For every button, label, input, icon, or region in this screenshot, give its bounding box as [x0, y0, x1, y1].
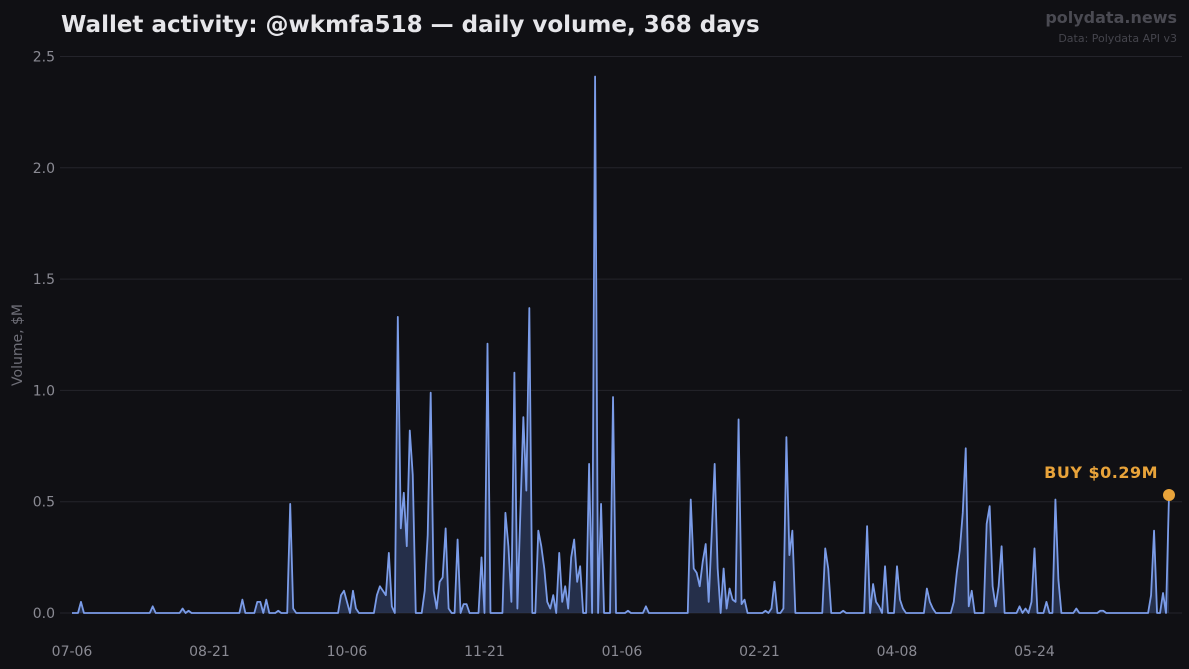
- x-tick-label: 05-24: [1014, 644, 1055, 660]
- x-tick-label: 11-21: [464, 644, 505, 660]
- y-axis-label: Volume, $M: [10, 304, 26, 386]
- y-tick-label: 0.5: [33, 495, 55, 511]
- x-tick-label: 10-06: [327, 644, 368, 660]
- buy-annotation-label: BUY $0.29M: [1044, 463, 1158, 482]
- series-volume: [72, 75, 1170, 614]
- buy-annotation-marker: [1163, 489, 1175, 502]
- x-tick-label: 08-21: [189, 644, 230, 660]
- y-tick-label: 1.5: [33, 272, 55, 288]
- y-axis-ticks: 0.0 0.5 1.0 1.5 2.0 2.5: [33, 50, 55, 623]
- brand-watermark: polydata.news: [1045, 8, 1177, 27]
- x-tick-label: 04-08: [877, 644, 918, 660]
- chart-title: Wallet activity: @wkmfa518 — daily volum…: [61, 12, 760, 38]
- x-tick-label: 02-21: [739, 644, 780, 660]
- x-axis-ticks: 07-06 08-21 10-06 11-21 01-06 02-21 04-08 05-24: [52, 644, 1055, 660]
- y-tick-label: 1.0: [33, 383, 55, 399]
- x-tick-label: 07-06: [52, 644, 93, 660]
- x-tick-label: 01-06: [602, 644, 643, 660]
- series-line: [72, 75, 1170, 614]
- y-tick-label: 2.0: [33, 161, 55, 177]
- y-tick-label: 0.0: [33, 606, 55, 622]
- y-tick-label: 2.5: [33, 50, 55, 66]
- data-source-label: Data: Polydata API v3: [1058, 32, 1177, 45]
